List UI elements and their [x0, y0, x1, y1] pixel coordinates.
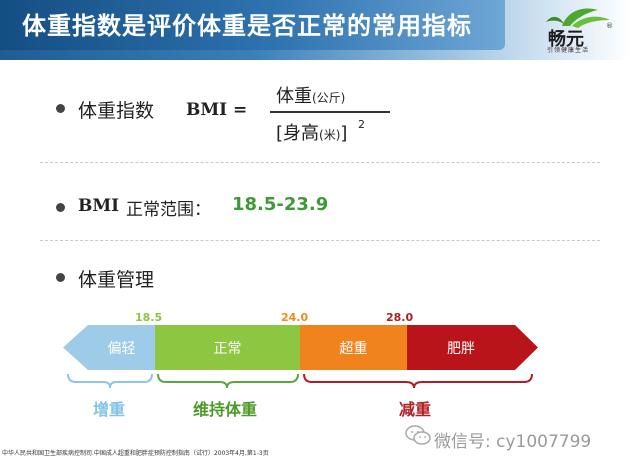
- wechat-icon: [405, 425, 431, 445]
- bmi-label: 体重指数: [78, 100, 155, 122]
- formula-numerator: 体重(公斤): [276, 82, 345, 108]
- bullet-dot: [56, 273, 65, 282]
- numerator-main: 体重: [276, 86, 312, 107]
- bmi-equals: BMI =: [186, 100, 248, 120]
- denominator-main: [身高: [276, 123, 320, 144]
- management-label: 体重管理: [78, 269, 155, 291]
- segment-obese-label: 肥胖: [447, 340, 475, 357]
- denominator-close: ]: [340, 123, 348, 144]
- range-bmi: BMI: [78, 196, 120, 216]
- category-gain: 增重: [93, 400, 126, 419]
- fraction-line: [270, 111, 390, 113]
- formula-exponent: 2: [358, 118, 365, 131]
- title-bar: [0, 0, 505, 50]
- category-maintain: 维持体重: [193, 400, 258, 419]
- section-divider: [40, 162, 600, 163]
- threshold-label: 24.0: [281, 311, 309, 324]
- wechat-id: 微信号: cy1007799: [434, 432, 592, 452]
- segment-normal-shape: [155, 325, 300, 370]
- brace-lose: [303, 373, 533, 389]
- source-citation: 中华人民共和国卫生部疾病控制司.中国成人超重和肥胖症预防控制指南（试行）2003…: [2, 450, 269, 457]
- formula-denominator: [身高(米)]: [276, 119, 347, 145]
- bullet-dot: [56, 104, 65, 113]
- segment-obese-shape: [407, 325, 538, 370]
- denominator-unit: (米): [319, 128, 341, 142]
- threshold-label: 28.0: [386, 311, 414, 324]
- registered-mark: ®: [606, 22, 613, 30]
- category-lose: 减重: [399, 400, 432, 419]
- header-banner: 体重指数是评价体重是否正常的常用指标: [0, 0, 630, 60]
- leaf-logo-icon: [546, 8, 610, 28]
- threshold-label: 18.5: [135, 311, 163, 324]
- section-divider: [40, 240, 600, 241]
- segment-normal-label: 正常: [213, 340, 242, 357]
- brace-gain: [67, 373, 153, 389]
- brace-maintain: [157, 373, 299, 389]
- range-value: 18.5-23.9: [232, 194, 329, 215]
- segment-underweight-shape: [63, 325, 155, 370]
- logo-name: 畅元: [548, 29, 584, 50]
- segment-overweight-label: 超重: [339, 340, 368, 357]
- range-label: 正常范围：: [126, 200, 211, 220]
- page-title: 体重指数是评价体重是否正常的常用指标: [22, 12, 472, 40]
- segment-overweight-shape: [300, 325, 407, 370]
- bullet-dot: [56, 203, 65, 212]
- logo-subtitle: 引领健康生活: [547, 47, 590, 54]
- numerator-unit: (公斤): [312, 91, 346, 105]
- segment-underweight-label: 偏轻: [107, 340, 136, 357]
